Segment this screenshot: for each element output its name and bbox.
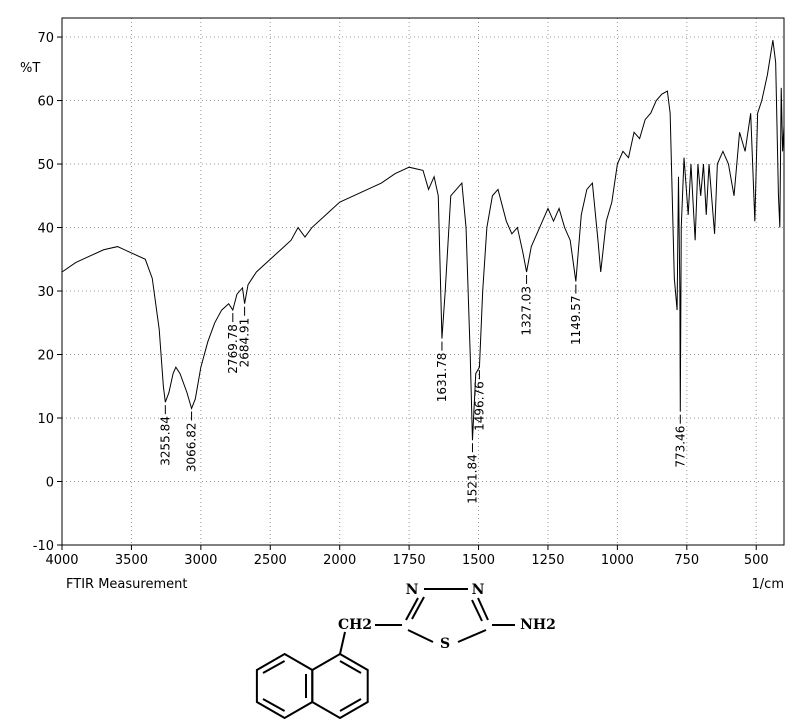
peak-label: 3255.84 [158,416,172,466]
bond [262,660,286,674]
atom-label: CH2 [338,617,372,633]
peak-label: 773.46 [673,426,687,468]
y-tick-label: 60 [37,95,54,110]
x-tick-label: 2000 [323,553,356,568]
x-tick-label: 1500 [462,553,495,568]
y-axis-label: %T [20,61,40,76]
bond [339,660,362,674]
peak-label: 1327.03 [520,286,534,336]
x-axis-label: 1/cm [752,577,784,592]
bond [339,698,362,712]
y-tick-label: -10 [33,539,54,554]
x-tick-label: 750 [674,553,699,568]
y-tick-label: 10 [37,412,54,427]
x-tick-label: 1000 [601,553,634,568]
bond [457,629,487,643]
peak-label: 3066.82 [185,422,199,472]
bond [339,631,346,655]
plot-frame [61,17,785,546]
x-tick-label: 2500 [254,553,287,568]
x-tick-label: 4000 [45,553,78,568]
y-tick-label: 30 [37,285,54,300]
y-tick-label: 0 [46,476,54,491]
y-tick-label: 70 [37,31,54,46]
peak-label: 2769.78 [226,324,240,374]
bond [407,629,434,643]
x-tick-label: 3500 [115,553,148,568]
y-tick-label: 20 [37,349,54,364]
x-tick-label: 500 [744,553,769,568]
peak-label: 1496.76 [472,381,486,431]
atom-label: N [406,582,419,598]
atom-label: NH2 [520,617,556,633]
y-tick-label: 40 [37,222,54,237]
x-tick-label: 1750 [393,553,426,568]
peak-label: 1521.84 [465,454,479,504]
peak-label: 2684.91 [238,318,252,368]
atom-label: S [440,636,450,652]
x-tick-label: 1250 [531,553,564,568]
bond [262,698,286,712]
peak-label: 1149.57 [569,296,583,346]
ring [255,652,314,720]
bond [471,599,483,622]
ring [311,652,369,720]
bond [477,597,489,621]
caption: FTIR Measurement [66,577,187,592]
peak-label: 1631.78 [435,353,449,403]
atom-label: N [472,582,485,598]
spectrum-line [61,40,785,441]
molecule [255,588,515,720]
bond [411,596,425,620]
bond [405,597,419,621]
y-tick-label: 50 [37,158,54,173]
x-tick-label: 3000 [184,553,217,568]
